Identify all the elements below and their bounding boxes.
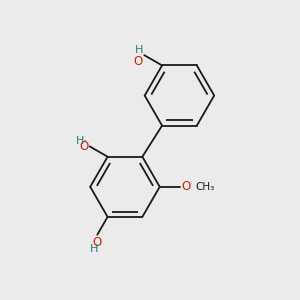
Text: O: O [93, 236, 102, 249]
Text: H: H [90, 244, 98, 254]
Text: O: O [79, 140, 88, 153]
Text: O: O [181, 180, 190, 193]
Text: CH₃: CH₃ [195, 182, 214, 192]
Text: H·: H· [76, 136, 88, 146]
Text: H: H [134, 44, 143, 55]
Text: O: O [134, 55, 143, 68]
